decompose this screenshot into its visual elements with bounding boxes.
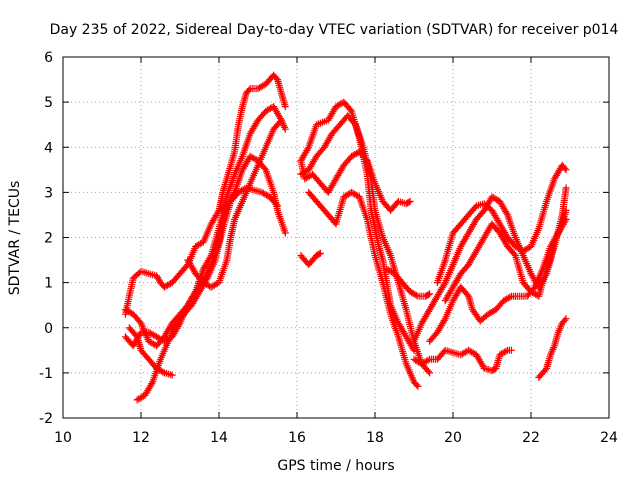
data-point-markers <box>305 188 422 390</box>
x-tick-label: 10 <box>54 430 72 446</box>
x-tick-label: 20 <box>444 430 462 446</box>
data-point-markers <box>297 148 414 214</box>
data-point-markers <box>383 265 434 300</box>
data-point-markers <box>433 161 570 287</box>
data-point-markers <box>121 103 289 350</box>
data-point-markers <box>133 184 281 404</box>
series-track-12 <box>383 265 434 300</box>
x-tick-label: 14 <box>210 430 228 446</box>
y-axis-label: SDTVAR / TECUs <box>7 181 23 296</box>
series-track-1 <box>121 71 289 318</box>
data-point-markers <box>184 116 285 291</box>
series-track-2 <box>121 103 289 350</box>
y-tick-label: -2 <box>39 411 53 427</box>
data-point-markers <box>121 71 289 318</box>
x-tick-label: 24 <box>600 430 618 446</box>
y-tick-label: 3 <box>44 185 53 201</box>
y-tick-label: 0 <box>44 321 53 337</box>
series-track-17 <box>441 184 570 305</box>
data-point-markers <box>121 152 289 350</box>
x-tick-label: 12 <box>132 430 150 446</box>
series-track-7 <box>297 249 324 269</box>
y-tick-label: 4 <box>44 140 53 156</box>
x-tick-label: 18 <box>366 430 384 446</box>
y-tick-label: 2 <box>44 231 53 247</box>
series-track-16 <box>433 161 570 287</box>
series-track-11 <box>305 188 422 390</box>
series-track-10 <box>297 148 414 214</box>
y-tick-label: 5 <box>44 95 53 111</box>
chart-title: Day 235 of 2022, Sidereal Day-to-day VTE… <box>50 22 619 38</box>
data-point-markers <box>410 346 515 375</box>
series-track-5 <box>133 184 281 404</box>
series-track-3 <box>121 152 289 350</box>
data-point-markers <box>535 315 570 381</box>
y-tick-label: 1 <box>44 276 53 292</box>
data-point-markers <box>297 249 324 269</box>
y-tick-label: 6 <box>44 50 53 66</box>
series-track-6 <box>184 116 285 291</box>
x-axis-label: GPS time / hours <box>277 458 394 474</box>
x-tick-label: 16 <box>288 430 306 446</box>
data-marks <box>121 71 570 404</box>
series-track-18 <box>535 315 570 381</box>
data-point-markers <box>441 184 570 305</box>
series-track-14 <box>410 346 515 375</box>
x-tick-label: 22 <box>522 430 540 446</box>
y-tick-label: -1 <box>39 366 53 382</box>
